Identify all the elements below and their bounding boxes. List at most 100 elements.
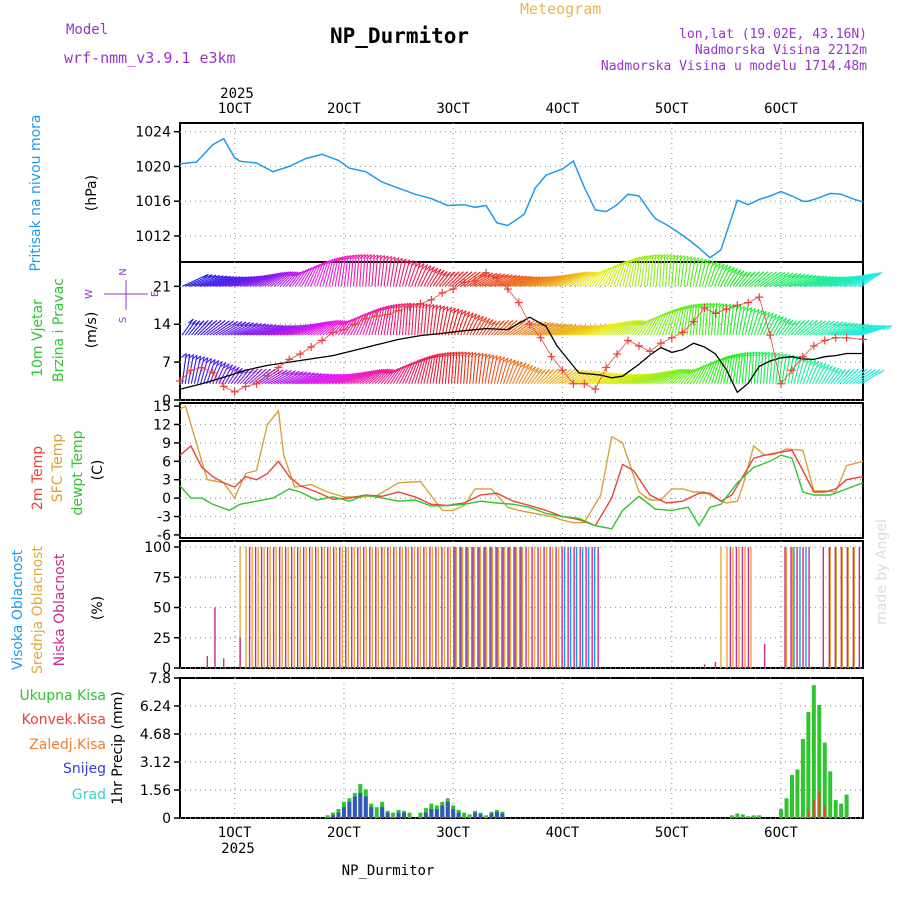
wind-barb [346, 255, 352, 287]
wind-barb-head [665, 310, 672, 316]
precip-snow-bar [473, 812, 478, 818]
wind-barb-head [688, 304, 695, 309]
wind-barb-head [376, 368, 383, 374]
precip-conv-bar [807, 810, 810, 818]
wind-barb [307, 264, 319, 287]
wind-barb-head [373, 308, 380, 313]
wind-barb-head [810, 359, 816, 365]
wind-barb [243, 274, 271, 287]
wind-barb [386, 305, 393, 336]
wind-barb-head [711, 261, 718, 267]
wind-barb-head [329, 258, 336, 264]
wind-barb [286, 323, 315, 336]
wind-barb [704, 360, 716, 384]
wind-barb-head [490, 320, 497, 326]
wind-barb [435, 271, 448, 287]
wind-barb-head [451, 351, 458, 357]
precip-total-bar [822, 742, 827, 818]
wind-barb-head [645, 254, 651, 260]
wind-barb-head [362, 254, 369, 259]
wind-barb [827, 322, 855, 336]
wind-barb [227, 366, 240, 385]
wind-barb [184, 353, 191, 384]
wind-barb [420, 303, 425, 336]
wind-barb [515, 320, 539, 336]
wind-barb [815, 276, 847, 287]
wind-barb [185, 274, 213, 287]
wind-barb-head [760, 351, 767, 357]
wind-barb [628, 258, 636, 287]
wind-barb [689, 304, 695, 336]
wind-barb-head [611, 264, 618, 270]
wind-barb [640, 370, 668, 385]
wind-barb [781, 319, 794, 336]
compass-rose: N W E S [84, 268, 161, 323]
precip-grid [180, 677, 863, 819]
wind-barb [188, 274, 217, 287]
wind-barb [717, 264, 729, 287]
wind-barb [221, 364, 234, 385]
wind-barb [279, 371, 308, 385]
wind-barb [659, 311, 670, 336]
wind-barb-head [674, 369, 680, 374]
temperature-lines [179, 405, 864, 530]
wind-barb-head [520, 320, 527, 326]
wind-barb [187, 320, 201, 336]
precip-snow-bar [336, 812, 341, 818]
compass-south: S [118, 317, 129, 323]
wind-barb [549, 273, 575, 287]
wind-barb [530, 275, 561, 287]
wind-barb [766, 352, 770, 384]
wind-barb [683, 256, 689, 287]
wind-barb-head [491, 272, 498, 278]
wind-barb-head [415, 262, 421, 267]
wind-barb-head [453, 271, 460, 277]
precip-total-bar [467, 814, 472, 818]
wind-barb [444, 352, 449, 384]
wind-barb [377, 255, 382, 287]
precip-total-bar [746, 816, 751, 818]
wind-barb-head [382, 255, 389, 261]
precip-snow-bar [363, 796, 368, 818]
top-tick-label: 2OCT [327, 101, 361, 117]
cloud-ylabel: (%) [90, 596, 106, 620]
wind-barb [234, 275, 264, 287]
wind-barb-head [683, 368, 690, 374]
wind-barb-head [844, 368, 851, 374]
wind-barb-head [670, 308, 677, 314]
dewpt-title: dewpt Temp [70, 430, 86, 515]
wind-barb [806, 276, 838, 287]
wind-title: 10m Vjetar [30, 299, 46, 377]
wind-barb [759, 351, 764, 384]
wind-barb [313, 373, 345, 385]
wind-barb [420, 265, 432, 287]
wind-barb [246, 273, 273, 287]
wind-barb-head [466, 271, 473, 277]
wind-barb [353, 369, 377, 385]
wind-barb [796, 357, 806, 384]
wind-barb [411, 303, 415, 336]
wind-barb [515, 362, 527, 385]
wind-barb-head [662, 254, 669, 259]
cloud-y-ticks: 0 25 50 75 100 [144, 540, 180, 677]
bottom-tick-label: 1OCT [218, 825, 252, 841]
top-tick-label: 1OCT [218, 101, 252, 117]
wind-barb-head [715, 262, 721, 268]
wind-barb [243, 324, 273, 336]
wind-barb [380, 306, 388, 336]
wind-barb [441, 352, 447, 384]
wind-barb-head [655, 314, 662, 320]
wind-barb-head [404, 363, 411, 369]
wind-barb [463, 351, 467, 384]
wind-barb [652, 313, 664, 336]
compass-west: W [84, 289, 95, 299]
wind-barb-head [215, 320, 222, 325]
wind-barb [753, 351, 758, 384]
wind-barb [249, 324, 280, 336]
wind-barb [778, 273, 806, 287]
wind-barb-head [442, 306, 449, 311]
wind-barb-head [291, 271, 297, 277]
wind-barb [766, 314, 778, 336]
wind-barb [647, 370, 672, 385]
wind-barb [592, 373, 622, 385]
